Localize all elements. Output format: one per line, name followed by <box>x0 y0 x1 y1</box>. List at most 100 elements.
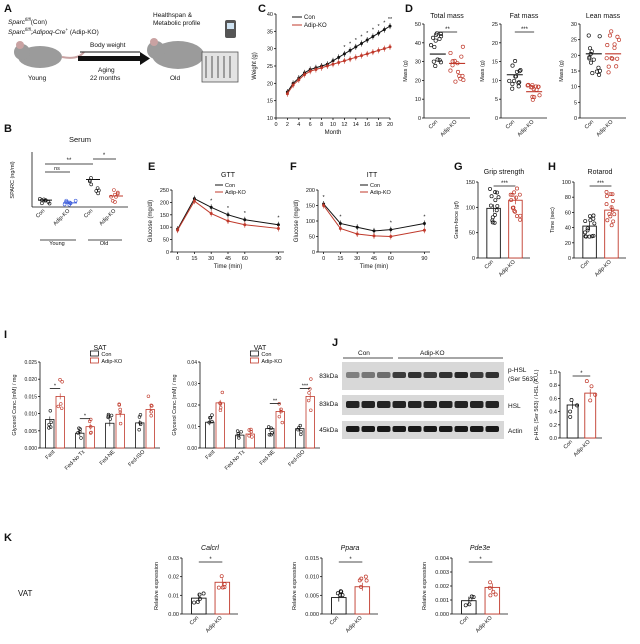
series-line-con <box>177 198 279 230</box>
y-tick-label: 15 <box>571 69 577 75</box>
chart-i2: 0.00 0.01 0.02 0.03 0.04 VAT Glycerol Conc.(mM… <box>172 345 320 472</box>
data-point <box>583 230 588 235</box>
data-point <box>220 390 225 395</box>
x-tick-label: Adip-KO <box>52 208 71 227</box>
band-phsl <box>439 372 453 378</box>
x-tick-label: 0 <box>322 256 325 262</box>
data-point <box>389 228 393 232</box>
legend-label-con: Con <box>304 15 315 21</box>
data-point <box>609 29 614 34</box>
band-hsl <box>454 401 468 408</box>
sig-label: * <box>103 153 106 159</box>
blot-label-actin: Actin <box>508 428 523 435</box>
data-point <box>138 421 142 425</box>
data-point <box>513 59 518 64</box>
chart-g: 0 50 100 150 Grip strength Gram-force (gf) Con… <box>454 169 530 278</box>
sig-label: * <box>323 195 326 201</box>
data-point <box>591 57 596 62</box>
y-tick-label: 0.04 <box>187 360 197 366</box>
chart-title: Serum <box>69 135 91 144</box>
x-tick-label: 4 <box>297 122 300 128</box>
data-point <box>568 409 573 414</box>
band-hsl <box>408 401 422 408</box>
data-point <box>342 52 346 56</box>
data-point <box>237 436 241 440</box>
sig-label: * <box>423 214 426 220</box>
x-tick-label: 2 <box>286 122 289 128</box>
data-point <box>422 221 426 225</box>
sig-label: *** <box>302 383 309 389</box>
data-point <box>377 48 381 52</box>
data-point <box>468 597 473 602</box>
data-point <box>510 86 515 91</box>
data-point <box>493 592 498 597</box>
y-tick-label: 0 <box>574 116 577 122</box>
y-tick-label: 0.003 <box>435 570 449 576</box>
legend-label-ko: Adip-KO <box>225 190 247 196</box>
group-label: Young <box>49 241 64 247</box>
data-point <box>337 61 341 65</box>
data-point <box>491 589 496 594</box>
y-tick-label: 0.02 <box>168 575 179 581</box>
x-tick-label: Con <box>459 615 470 626</box>
y-tick-label: 35 <box>267 29 273 35</box>
data-point <box>219 574 224 579</box>
data-point <box>605 218 610 223</box>
sig-label: * <box>580 371 583 377</box>
y-tick-label: 0.03 <box>168 556 179 562</box>
data-point <box>590 71 595 76</box>
y-tick-label: 0.010 <box>24 412 37 418</box>
y-tick-label: 0.015 <box>24 394 37 400</box>
blot-label-phsl: p-HSL <box>508 367 527 374</box>
x-tick-label: Adip-KO <box>475 615 494 634</box>
data-point <box>377 31 381 35</box>
data-point <box>510 205 515 210</box>
chart-c: 10 15 20 25 30 35 40 0 2 4 6 8 10 12 14 16 18 20 Month Weig… <box>252 12 393 136</box>
data-point <box>364 578 369 583</box>
chart-title: Fat mass <box>510 13 539 20</box>
data-point <box>306 398 311 403</box>
data-point <box>587 234 592 239</box>
data-point <box>269 426 273 430</box>
data-point <box>433 63 438 68</box>
data-point <box>226 213 230 217</box>
y-tick-label: 25 <box>267 64 273 70</box>
data-point <box>460 44 465 49</box>
x-tick-label: Fed-No Tx <box>64 449 87 472</box>
data-point <box>568 414 573 419</box>
aging-arrow-icon <box>78 52 150 65</box>
data-point <box>348 48 352 52</box>
data-point <box>510 63 515 68</box>
data-point <box>569 398 574 402</box>
data-point <box>450 63 455 68</box>
data-point <box>609 56 614 61</box>
y-tick-label: 40 <box>267 12 273 18</box>
data-point <box>309 408 313 412</box>
data-point <box>270 431 274 435</box>
y-tick-label: 15 <box>492 60 498 66</box>
y-tick-label: 50 <box>469 231 475 237</box>
bar-adip-ko <box>584 392 597 439</box>
data-point <box>371 50 375 54</box>
y-axis-label: Glucose (mg/dl) <box>148 200 154 242</box>
data-point <box>530 94 535 99</box>
data-point <box>438 60 443 65</box>
y-tick-label: 0.8 <box>549 383 557 389</box>
bar-adip-ko <box>85 426 95 449</box>
y-tick-label: 10 <box>571 85 577 91</box>
band-hsl <box>377 401 391 408</box>
y-axis-label: Relative expression <box>422 562 428 610</box>
bar-adip-ko <box>215 402 225 449</box>
band-phsl <box>454 372 468 378</box>
band-phsl <box>485 372 499 378</box>
data-point <box>611 219 616 224</box>
x-tick-label: Fed-NE <box>259 449 277 467</box>
legend-label-ko: Adip-KO <box>101 359 123 365</box>
data-point <box>612 42 617 47</box>
chart-title: Calcrl <box>201 545 219 552</box>
data-point <box>276 223 280 227</box>
data-point <box>267 433 272 437</box>
y-tick-label: 0.01 <box>168 593 179 599</box>
series-line-adip-ko <box>323 205 425 238</box>
